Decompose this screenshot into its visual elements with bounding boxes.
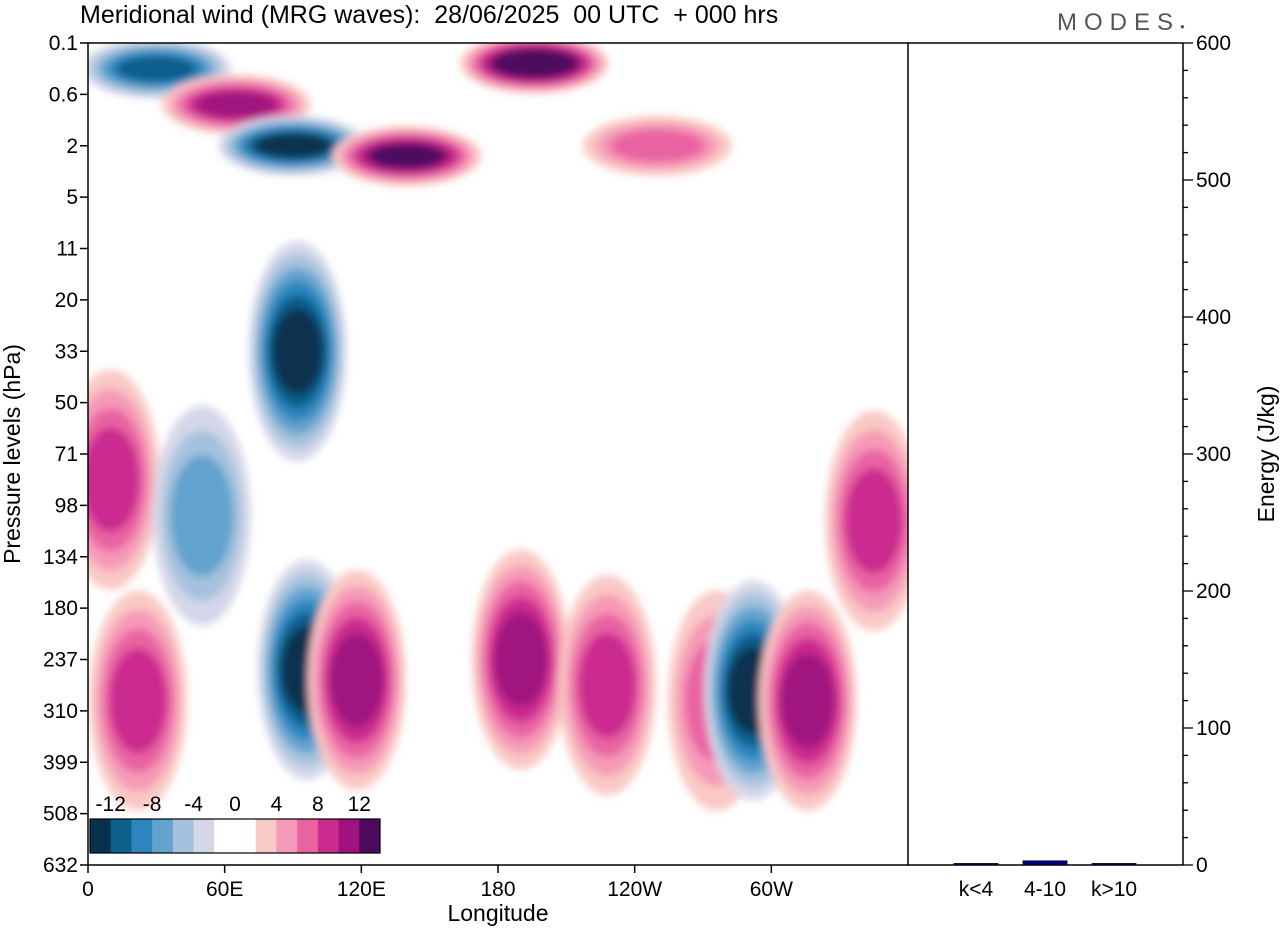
wind-anomaly — [471, 549, 570, 770]
energy-axis-title: Energy (J/kg) — [1253, 386, 1279, 523]
y-tick-label: 2 — [66, 135, 78, 158]
x-axis-title: Longitude — [447, 900, 548, 926]
colorbar-swatch — [110, 819, 132, 853]
y-tick-label: 50 — [55, 392, 78, 415]
energy-tick-label: 200 — [1196, 580, 1231, 603]
energy-bar — [1091, 863, 1137, 866]
energy-tick-label: 300 — [1196, 443, 1231, 466]
wind-anomaly — [153, 405, 251, 626]
y-tick-label: 310 — [43, 700, 78, 723]
x-tick-label: 60E — [206, 878, 243, 901]
y-tick-label: 237 — [43, 649, 78, 672]
colorbar-swatch — [193, 819, 215, 853]
colorbar-swatch — [214, 819, 236, 853]
y-tick-label: 399 — [43, 751, 78, 774]
y-tick-label: 98 — [55, 494, 78, 517]
colorbar-swatch — [276, 819, 298, 853]
colorbar-swatch — [317, 819, 340, 853]
energy-tick-label: 600 — [1196, 32, 1231, 55]
colorbar-swatch — [172, 819, 195, 853]
wind-anomaly — [758, 590, 857, 811]
colorbar-swatch — [359, 819, 381, 853]
x-tick-label: 0 — [82, 878, 94, 901]
x-axis: 0 60E 120E 180 120W 60W — [82, 865, 793, 901]
colorbar-label: 0 — [229, 793, 241, 816]
wind-anomaly — [88, 369, 160, 590]
colorbar-swatch — [152, 819, 174, 853]
energy-tick-label: 0 — [1196, 854, 1208, 877]
colorbar-label: -8 — [143, 793, 162, 816]
wind-anomaly — [332, 126, 482, 187]
y-tick-label: 5 — [66, 186, 78, 209]
energy-axis: 0 100 200 300 400 500 600 — [1183, 32, 1231, 877]
x-tick-label: 120W — [607, 878, 662, 901]
y-tick-label: 71 — [55, 443, 78, 466]
y-tick-label: 0.1 — [49, 32, 78, 55]
energy-tick-label: 500 — [1196, 169, 1231, 192]
wind-anomaly — [583, 115, 732, 176]
y-tick-label: 632 — [43, 854, 78, 877]
wind-anomaly — [89, 590, 187, 811]
wind-anomaly — [307, 570, 406, 791]
wind-anomaly — [558, 575, 657, 796]
colorbar-label: 12 — [348, 793, 371, 816]
colorbar-swatch — [338, 819, 360, 853]
colorbar-swatch — [297, 819, 319, 853]
energy-category-label: k>10 — [1091, 878, 1137, 901]
colorbar-swatch — [255, 819, 277, 853]
chart-title: Meridional wind (MRG waves): 28/06/2025 … — [80, 1, 779, 29]
colorbar-label: 4 — [271, 793, 283, 816]
colorbar-label: -4 — [184, 793, 203, 816]
colorbar-swatch — [131, 819, 153, 853]
wind-anomaly — [460, 43, 609, 94]
colorbar-label: -12 — [96, 793, 126, 816]
colorbar-label: 8 — [312, 793, 324, 816]
colorbar — [89, 818, 381, 854]
wind-anomaly — [248, 241, 347, 462]
x-tick-label: 120E — [337, 878, 386, 901]
y-tick-label: 508 — [43, 803, 78, 826]
colorbar-swatch — [90, 819, 112, 853]
y-tick-label: 33 — [55, 340, 78, 363]
energy-category-label: k<4 — [959, 878, 994, 901]
wind-anomaly — [825, 410, 908, 631]
energy-bar — [953, 863, 999, 866]
y-tick-label: 180 — [43, 597, 78, 620]
energy-bars: k<4 4-10 k>10 — [953, 860, 1137, 901]
x-tick-label: 180 — [480, 878, 515, 901]
logo-text: MODES — [1057, 9, 1181, 36]
y-tick-label: 11 — [56, 238, 78, 261]
heatmap-area — [88, 43, 908, 865]
energy-category-label: 4-10 — [1024, 878, 1066, 901]
wind-anomaly — [218, 115, 368, 176]
y-tick-label: 0.6 — [49, 83, 78, 106]
colorbar-labels: -12 -8 -4 0 4 8 12 — [96, 793, 371, 816]
energy-bar — [1022, 860, 1068, 866]
y-axis-title: Pressure levels (hPa) — [0, 344, 25, 564]
x-tick-label: 60W — [750, 878, 793, 901]
y-tick-label: 134 — [43, 546, 78, 569]
y-axis: 0.1 0.6 2 5 11 20 33 50 71 98 134 180 237 310 399 508 63… — [43, 32, 88, 877]
energy-tick-label: 100 — [1196, 717, 1231, 740]
y-tick-label: 20 — [55, 289, 78, 312]
modes-logo: MODES● — [1057, 9, 1185, 36]
colorbar-swatch — [235, 819, 257, 853]
energy-tick-label: 400 — [1196, 306, 1231, 329]
